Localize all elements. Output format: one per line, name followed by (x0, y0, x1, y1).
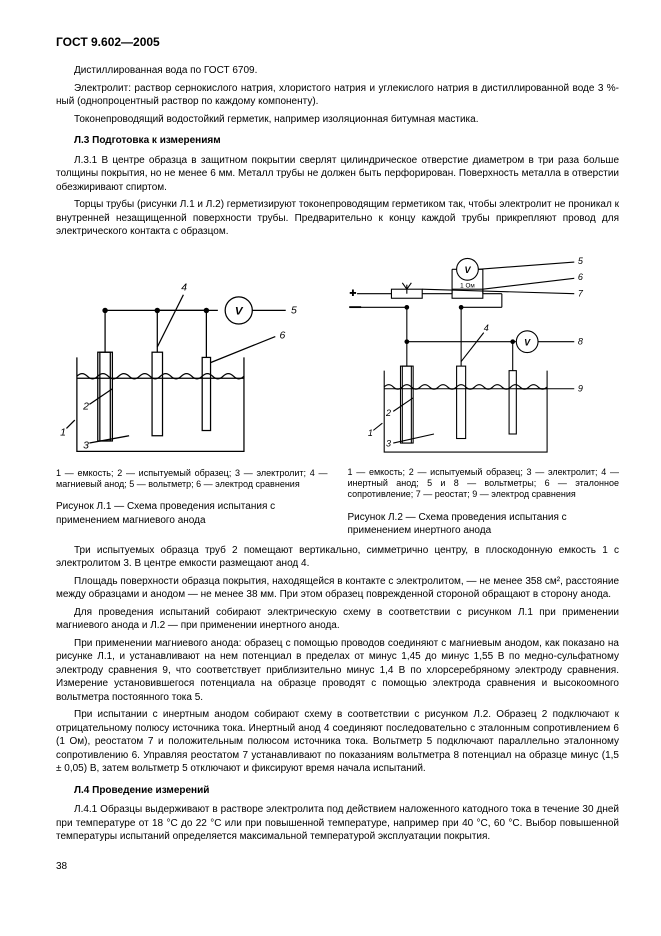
figure-l2-legend: 1 — емкость; 2 — испытуемый образец; 3 —… (348, 467, 620, 501)
paragraph: Торцы трубы (рисунки Л.1 и Л.2) герметиз… (56, 198, 619, 239)
fig2-label-6: 6 (577, 272, 583, 282)
fig1-voltmeter-label: V (235, 305, 244, 317)
figure-l2: — + (348, 253, 620, 538)
figure-l2-caption: Рисунок Л.2 — Схема проведения испытания… (348, 511, 620, 538)
figure-l1-caption: Рисунок Л.1 — Схема проведения испытания… (56, 500, 328, 527)
fig2-v8: V (524, 337, 531, 347)
fig2-v5: V (464, 265, 471, 275)
fig1-label-5: 5 (291, 305, 297, 316)
paragraph: Л.4.1 Образцы выдерживают в растворе эле… (56, 803, 619, 844)
fig2-label-4: 4 (483, 323, 488, 333)
paragraph: При испытании с инертным анодом собирают… (56, 708, 619, 776)
figure-l2-svg: — + (348, 253, 620, 461)
figure-l1: 4 5 6 2 1 3 V 1 — емкость; 2 — испытуемы… (56, 253, 328, 538)
fig2-plus: + (349, 287, 355, 299)
paragraph: Площадь поверхности образца покрытия, на… (56, 575, 619, 602)
subheading: Л.4 Проведение измерений (56, 784, 619, 798)
paragraph: Три испытуемых образца труб 2 помещают в… (56, 544, 619, 571)
fig2-label-1: 1 (367, 427, 372, 437)
page-number: 38 (56, 860, 619, 874)
fig1-label-1: 1 (60, 427, 66, 438)
paragraph: Дистиллированная вода по ГОСТ 6709. (56, 64, 619, 78)
paragraph: При применении магниевого анода: образец… (56, 637, 619, 705)
fig1-label-4: 4 (181, 282, 187, 293)
figure-l1-svg: 4 5 6 2 1 3 V (56, 253, 328, 462)
paragraph: Электролит: раствор сернокислого натрия,… (56, 82, 619, 109)
figures-row: 4 5 6 2 1 3 V 1 — емкость; 2 — испытуемы… (56, 253, 619, 538)
fig2-label-2: 2 (385, 408, 391, 418)
fig1-label-3: 3 (83, 440, 89, 451)
paragraph: Токонепроводящий водостойкий герметик, н… (56, 113, 619, 127)
fig2-minus: — (349, 301, 360, 313)
fig2-label-3: 3 (386, 438, 391, 448)
figure-l1-legend: 1 — емкость; 2 — испытуемый образец; 3 —… (56, 468, 328, 491)
fig1-label-6: 6 (279, 330, 285, 341)
paragraph: Для проведения испытаний собирают электр… (56, 606, 619, 633)
fig1-label-2: 2 (82, 401, 89, 412)
subheading: Л.3 Подготовка к измерениям (56, 134, 619, 148)
fig2-label-5: 5 (577, 256, 583, 266)
fig2-label-8: 8 (577, 336, 582, 346)
fig2-label-9: 9 (577, 383, 582, 393)
fig2-ohm: 1 Ом (460, 282, 475, 289)
document-header: ГОСТ 9.602—2005 (56, 34, 619, 50)
paragraph: Л.3.1 В центре образца в защитном покрыт… (56, 154, 619, 195)
fig2-label-7: 7 (577, 288, 583, 298)
